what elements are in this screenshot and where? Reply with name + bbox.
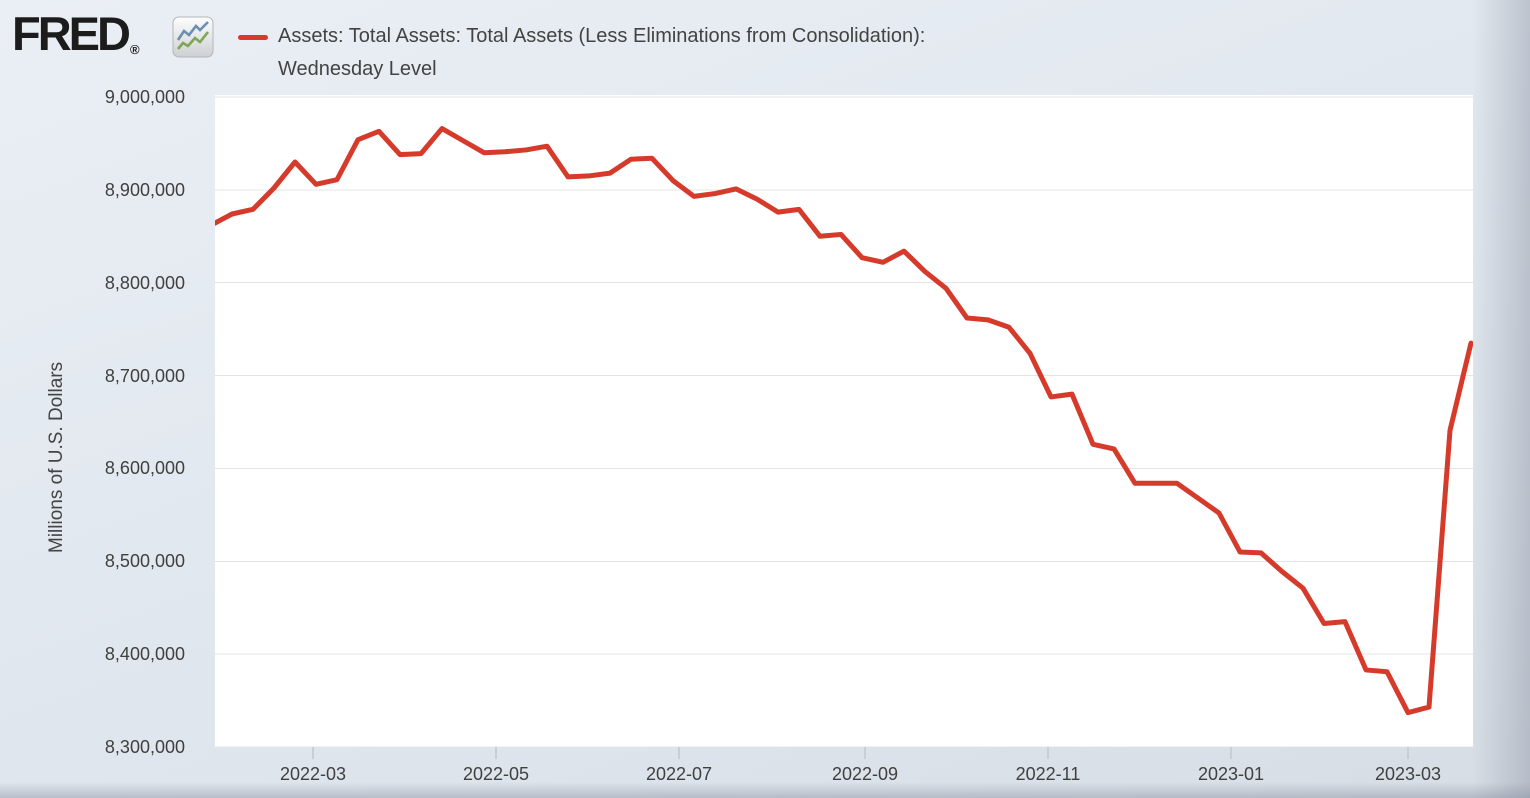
legend-text-line2: Wednesday Level [278, 58, 437, 80]
x-tick-mark [312, 747, 314, 759]
x-tick-mark [1407, 747, 1409, 759]
y-tick-label: 8,300,000 [104, 737, 185, 757]
x-tick-label: 2022-03 [279, 764, 347, 784]
chart-svg [208, 96, 1474, 748]
y-tick-label: 8,800,000 [104, 272, 185, 293]
y-tick-label: 8,600,000 [104, 458, 185, 479]
registered-trademark: ® [129, 42, 140, 57]
fred-logo-text: FRED [12, 7, 131, 60]
plot-area [208, 95, 1474, 748]
fred-chart-icon [172, 16, 214, 58]
x-tick-mark [1230, 747, 1232, 759]
right-edge-shading [1472, 0, 1530, 798]
x-tick-mark [678, 747, 680, 759]
fred-logo: FRED ® [12, 7, 140, 70]
legend-text-line1: Assets: Total Assets: Total Assets (Less… [278, 25, 926, 47]
x-tick-label: 2023-03 [1374, 764, 1442, 784]
legend-line-swatch [238, 35, 268, 40]
x-tick-mark [495, 747, 497, 759]
y-tick-label: 9,000,000 [104, 87, 185, 107]
series-line [208, 126, 1474, 716]
series-legend: Assets: Total Assets: Total Assets (Less… [278, 20, 925, 86]
bottom-edge-shading [0, 782, 1530, 798]
x-tick-label: 2023-01 [1197, 764, 1265, 784]
y-tick-label: 8,500,000 [104, 551, 185, 572]
x-tick-mark [1047, 747, 1049, 759]
y-tick-label: 8,400,000 [104, 644, 185, 665]
x-tick-label: 2022-05 [462, 764, 530, 784]
x-tick-mark [864, 747, 866, 759]
y-tick-label: 8,700,000 [104, 365, 185, 386]
y-tick-label: 8,900,000 [104, 179, 185, 200]
x-tick-label: 2022-09 [831, 764, 899, 784]
x-tick-label: 2022-11 [1015, 764, 1081, 784]
x-tick-label: 2022-07 [645, 764, 713, 784]
